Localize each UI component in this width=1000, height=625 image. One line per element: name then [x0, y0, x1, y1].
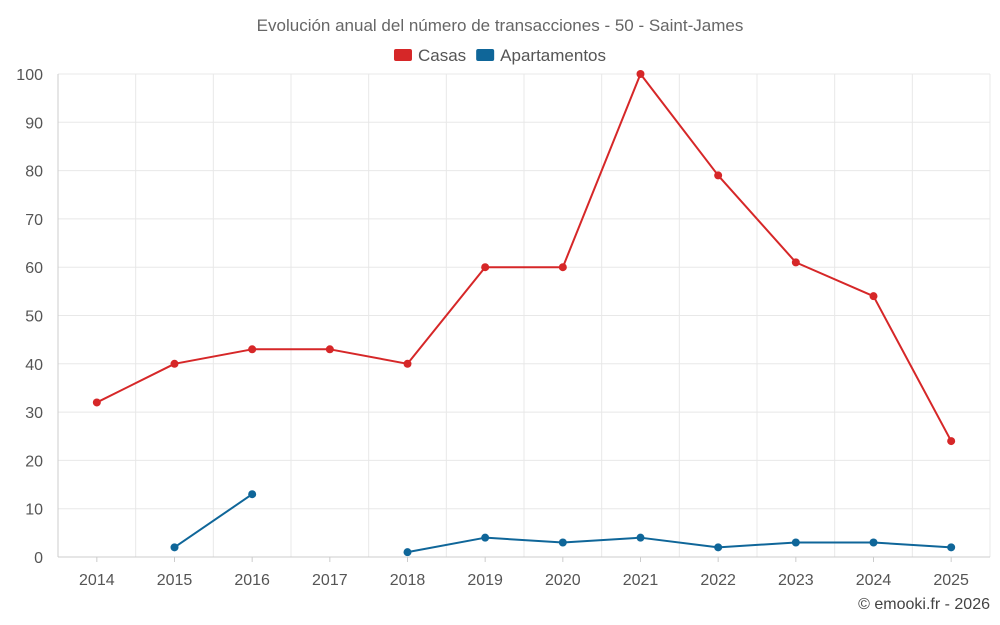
series-line	[407, 536, 952, 554]
data-point-apartamentos-2016[interactable]	[248, 490, 257, 499]
axes: 0 10 20 30 40 50 60 70 80 90 100 2014 2015 2016 2017 20…	[16, 67, 990, 589]
x-tick-label: 2018	[390, 572, 426, 589]
y-tick-label: 70	[25, 212, 43, 229]
x-tick-label: 2016	[234, 572, 270, 589]
data-point-casas-2025[interactable]	[947, 437, 956, 446]
series-layer	[92, 70, 956, 557]
data-point-apartamentos-2021[interactable]	[636, 533, 645, 542]
series-line	[173, 493, 253, 549]
data-point-casas-2019[interactable]	[481, 263, 490, 272]
credit-text: © emooki.fr - 2026	[858, 596, 990, 613]
series-line	[96, 73, 953, 442]
data-point-casas-2021[interactable]	[636, 70, 645, 78]
legend-swatch	[476, 49, 495, 61]
y-tick-label: 40	[25, 357, 43, 374]
x-tick-label: 2015	[157, 572, 193, 589]
legend-item-apartamentos[interactable]: Apartamentos	[476, 46, 606, 65]
y-tick-label: 0	[34, 550, 43, 567]
legend-label: Apartamentos	[500, 46, 606, 65]
data-point-apartamentos-2019[interactable]	[481, 533, 490, 542]
series-apartamentos	[170, 490, 956, 557]
y-tick-label: 80	[25, 164, 43, 181]
x-tick-label: 2025	[933, 572, 969, 589]
legend-item-casas[interactable]: Casas	[393, 46, 466, 65]
chart-title: Evolución anual del número de transaccio…	[257, 16, 744, 35]
data-point-apartamentos-2025[interactable]	[947, 543, 956, 552]
chart-legend: Casas Apartamentos	[393, 46, 606, 65]
data-point-apartamentos-2022[interactable]	[714, 543, 723, 552]
data-point-casas-2018[interactable]	[403, 359, 412, 368]
data-point-casas-2017[interactable]	[325, 345, 334, 354]
data-point-casas-2022[interactable]	[714, 171, 723, 180]
y-tick-label: 100	[16, 67, 43, 84]
x-tick-label: 2021	[623, 572, 659, 589]
grid	[57, 73, 991, 558]
data-point-apartamentos-2020[interactable]	[558, 538, 567, 547]
y-tick-label: 10	[25, 502, 43, 519]
data-point-apartamentos-2024[interactable]	[869, 538, 878, 547]
data-point-apartamentos-2018[interactable]	[403, 548, 412, 557]
series-casas	[92, 70, 956, 446]
legend-swatch	[393, 49, 412, 61]
data-point-casas-2015[interactable]	[170, 359, 179, 368]
y-tick-label: 30	[25, 405, 43, 422]
data-point-apartamentos-2023[interactable]	[791, 538, 800, 547]
data-point-casas-2023[interactable]	[791, 258, 800, 267]
x-tick-label: 2022	[700, 572, 736, 589]
data-point-casas-2020[interactable]	[558, 263, 567, 272]
data-point-casas-2024[interactable]	[869, 292, 878, 301]
x-tick-label: 2014	[79, 572, 115, 589]
x-tick-label: 2020	[545, 572, 581, 589]
legend-label: Casas	[418, 46, 466, 65]
y-tick-label: 20	[25, 453, 43, 470]
data-point-casas-2016[interactable]	[248, 345, 257, 354]
data-point-casas-2014[interactable]	[92, 398, 101, 407]
y-tick-label: 90	[25, 115, 43, 132]
x-tick-label: 2019	[467, 572, 503, 589]
y-tick-label: 50	[25, 309, 43, 326]
x-tick-label: 2017	[312, 572, 348, 589]
data-point-apartamentos-2015[interactable]	[170, 543, 179, 552]
x-tick-label: 2023	[778, 572, 814, 589]
x-tick-label: 2024	[856, 572, 892, 589]
y-tick-label: 60	[25, 260, 43, 277]
